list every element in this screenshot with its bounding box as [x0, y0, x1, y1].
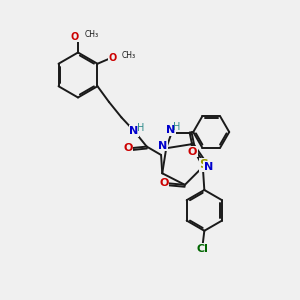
Text: O: O	[70, 32, 79, 42]
Text: O: O	[123, 143, 133, 153]
Text: O: O	[160, 178, 169, 188]
Text: O: O	[109, 53, 117, 63]
Text: N: N	[167, 125, 176, 135]
Text: N: N	[130, 126, 139, 136]
Text: H: H	[173, 122, 181, 132]
Text: Cl: Cl	[197, 244, 209, 254]
Text: CH₃: CH₃	[85, 30, 99, 39]
Text: N: N	[158, 141, 167, 151]
Text: S: S	[200, 158, 208, 172]
Text: CH₃: CH₃	[122, 51, 136, 60]
Text: H: H	[137, 123, 144, 133]
Text: O: O	[188, 146, 197, 157]
Text: N: N	[204, 162, 213, 172]
